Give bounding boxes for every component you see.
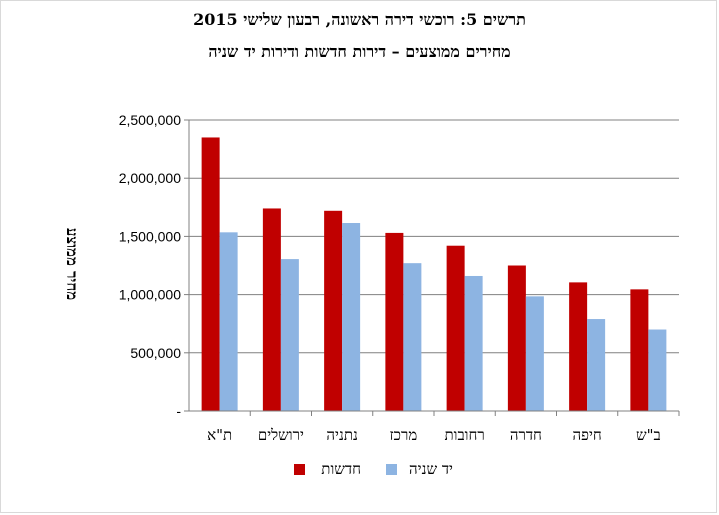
legend-label: יד שניה	[409, 460, 453, 478]
x-category-label: ירושלים	[258, 426, 304, 444]
bar-new	[630, 289, 649, 411]
bar-new	[385, 232, 404, 411]
bar-new	[324, 210, 343, 411]
legend-swatch	[294, 464, 305, 475]
x-category-label: מרכז	[389, 426, 417, 444]
legend-label: חדשות	[321, 460, 361, 478]
bar-secondhand	[464, 275, 483, 411]
bars	[201, 137, 667, 411]
y-tick-label: 1,500,000	[119, 228, 181, 244]
bar-new	[446, 245, 465, 411]
bar-new	[569, 282, 588, 411]
y-tick-label: 2,000,000	[119, 170, 181, 186]
bar-secondhand	[280, 259, 299, 411]
y-tick-label: -	[176, 403, 181, 419]
x-category-label: חיפה	[572, 426, 601, 444]
legend-swatch	[386, 464, 397, 475]
chart-title: תרשים 5: רוכשי דירה ראשונה, רבעון שלישי …	[193, 10, 526, 29]
y-tick-labels: - 500,000 1,000,000 1,500,000 2,000,000 2,500…	[119, 112, 182, 419]
bar-new	[507, 265, 526, 411]
x-category-label: ב"ש	[636, 426, 661, 444]
y-tick-label: 1,000,000	[119, 287, 181, 303]
bar-new	[201, 137, 220, 411]
bar-secondhand	[403, 263, 422, 411]
bar-secondhand	[525, 296, 544, 411]
y-axis-label: מחיר ממוצע	[63, 228, 81, 300]
x-category-label: חדרה	[510, 426, 542, 444]
x-category-label: רחובות	[444, 426, 484, 444]
axes	[188, 120, 680, 416]
y-tick-label: 2,500,000	[119, 112, 181, 128]
bar-secondhand	[219, 232, 238, 411]
x-category-label: נתניה	[326, 426, 357, 444]
x-category-label: ת"א	[207, 426, 232, 444]
bar-secondhand	[648, 329, 667, 411]
bar-secondhand	[342, 223, 361, 411]
bar-secondhand	[587, 319, 606, 411]
category-labels: ת"א ירושלים נתניה מרכז רחובות חדרה חיפה ב"ש	[207, 426, 661, 444]
chart-subtitle: מחירים ממוצעים – דירות חדשות ודירות יד ש…	[208, 42, 511, 61]
legend: חדשות יד שניה	[294, 460, 453, 478]
y-tick-label: 500,000	[130, 345, 181, 361]
bar-new	[262, 208, 281, 411]
